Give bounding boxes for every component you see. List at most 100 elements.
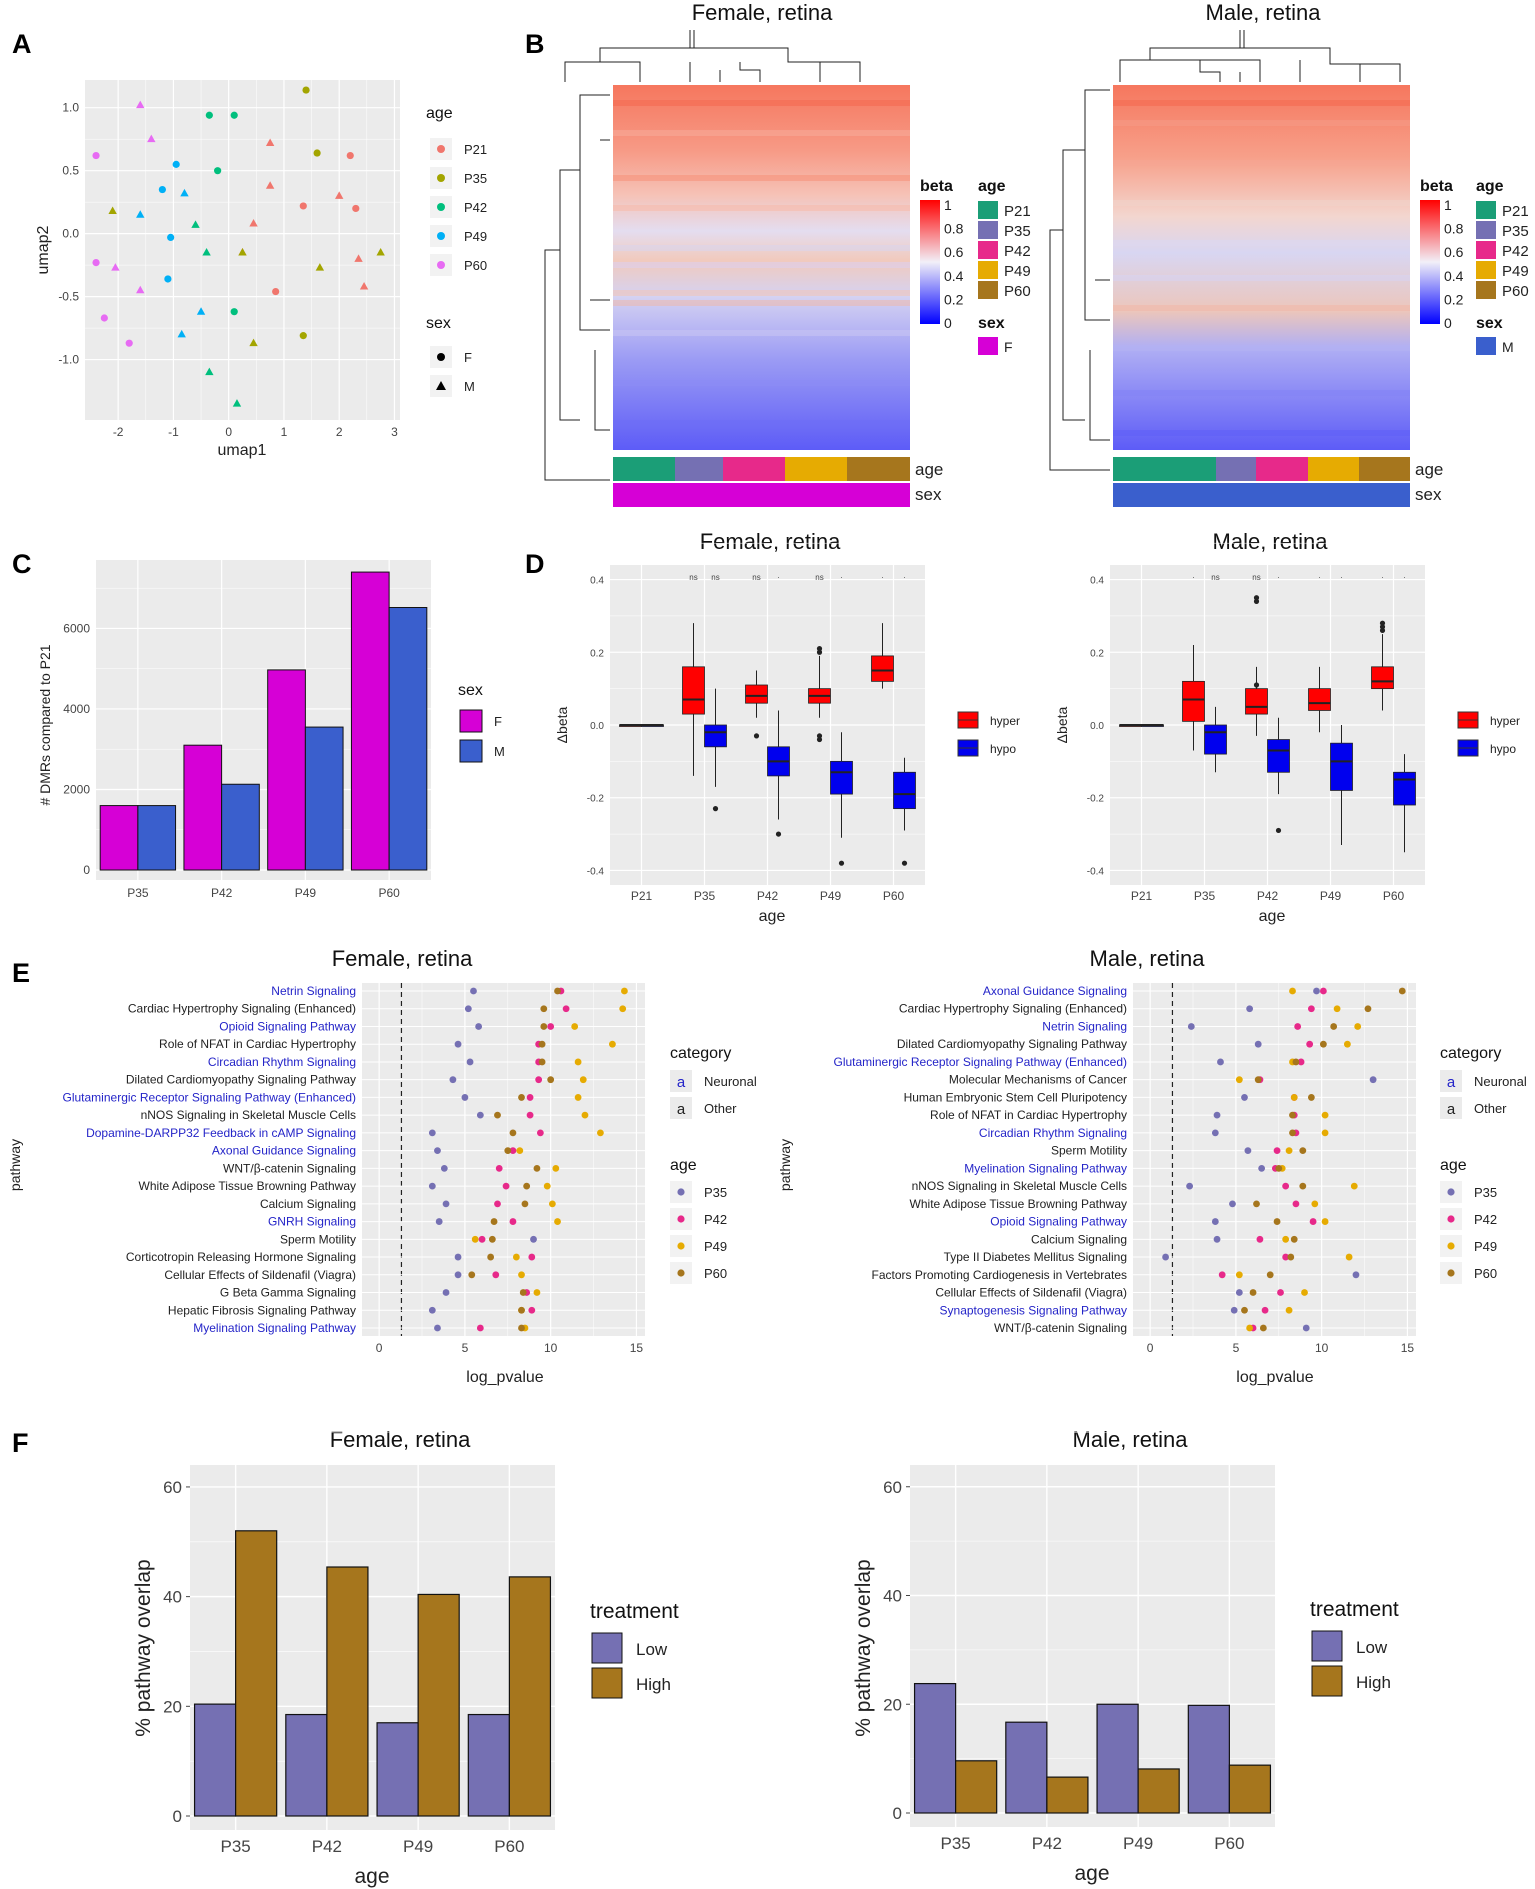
panel-a-legend: age sex P21 P35 P42 P49 P60 FM	[426, 105, 487, 397]
panel-b-female-age-annotation-label: age	[915, 460, 943, 479]
legend-other-label: Other	[704, 1101, 737, 1116]
age-annotation-cell	[1113, 457, 1216, 481]
legend-age-label: P49	[1474, 1239, 1497, 1254]
legend-age-marker	[677, 1215, 685, 1223]
panel-c-chart: 0 2000 4000 6000 P35 P42 P49 P60 FM	[63, 560, 505, 900]
pathway-label: Cellular Effects of Sildenafil (Viagra)	[935, 1286, 1127, 1300]
data-point	[214, 167, 222, 175]
legend-high-label: High	[636, 1675, 671, 1694]
pathway-label: Dopamine-DARPP32 Feedback in cAMP Signal…	[86, 1126, 356, 1140]
hyper-box	[1371, 666, 1394, 690]
pathway-point-p60	[538, 1040, 546, 1048]
panel-a-grid	[85, 75, 400, 420]
age-annotation-cell	[675, 457, 723, 481]
pathway-label: Opioid Signaling Pathway	[990, 1215, 1127, 1229]
beta-tick-label: 0.8	[1444, 221, 1464, 237]
outlier-point	[816, 649, 823, 655]
data-point	[232, 399, 242, 407]
data-point	[352, 204, 360, 213]
hyper-box	[871, 655, 894, 682]
panel-d-male-legend: hyper hypo	[1457, 711, 1520, 757]
legend-age-label: P21	[464, 142, 487, 157]
legend-sex-label: M	[464, 379, 475, 394]
pathway-point-p49	[548, 1200, 556, 1208]
pathway-point-p42	[528, 1253, 536, 1261]
sex-annotation-bar	[613, 483, 910, 507]
data-point	[346, 151, 354, 160]
pathway-point-p60	[1289, 1129, 1296, 1137]
beta-tick-label: 0.6	[1444, 244, 1464, 260]
panel-f-female-title: Female, retina	[330, 1427, 471, 1452]
age-swatch	[1476, 281, 1496, 299]
pathway-label: G Beta Gamma Signaling	[220, 1286, 356, 1300]
heatmap-row-band	[613, 290, 910, 296]
x-tick-label: 5	[462, 1341, 469, 1355]
pathway-point-p60	[1299, 1147, 1307, 1155]
data-point	[180, 188, 189, 197]
pathway-point-p49	[574, 1094, 582, 1101]
legend-age-label: P49	[464, 229, 487, 244]
pathway-label: Type II Diabetes Mellitus Signaling	[944, 1250, 1127, 1264]
pathway-point-p49	[1285, 1147, 1293, 1155]
y-tick-label: -0.2	[587, 794, 605, 805]
panel-b-female-column-dendrogram	[564, 30, 861, 82]
y-tick-label: 0.2	[1090, 648, 1104, 659]
heatmap-row-band	[1113, 100, 1410, 106]
pathway-point-p35	[475, 1023, 483, 1030]
age-annotation-cell	[1359, 457, 1410, 481]
pathway-label: Axonal Guidance Signaling	[983, 984, 1127, 998]
pathway-point-p42	[1256, 1235, 1264, 1243]
x-tick-label: 5	[1233, 1341, 1240, 1355]
pathway-point-p35	[428, 1129, 436, 1137]
hyper-box	[1245, 688, 1268, 715]
pathway-point-p42	[478, 1235, 486, 1243]
sex-swatch-female	[978, 337, 998, 355]
hyper-box	[1182, 680, 1205, 722]
age-swatch	[978, 281, 998, 299]
age-label: P21	[1502, 203, 1529, 220]
panel-f-male-title: Male, retina	[1073, 1427, 1189, 1452]
panel-e-male-y-label: pathway	[777, 1139, 793, 1191]
y-tick-label: 0.4	[1090, 576, 1104, 587]
outlier-point	[1275, 827, 1282, 834]
panel-f-charts: 0 20 40 60 P35 P42 P49 P60 0 20 40 60 P35 P42 P49 P60	[163, 1431, 1275, 1856]
pathway-label: Netrin Signaling	[271, 984, 356, 998]
pathway-point-p60	[540, 1005, 548, 1013]
pathway-point-p35	[530, 1235, 537, 1243]
y-tick-label: 60	[883, 1478, 902, 1497]
legend-age-marker	[437, 203, 445, 211]
data-point	[265, 181, 275, 189]
x-tick-label: P49	[820, 889, 842, 903]
x-tick-label: P42	[757, 889, 779, 903]
x-tick-label: P49	[1320, 889, 1342, 903]
legend-sex-label: F	[464, 350, 472, 365]
panel-e-legends: category a Neuronal a Other age category…	[670, 1045, 1527, 1284]
panel-b-female-sex-annotation-label: sex	[915, 485, 942, 504]
y-tick-label: 60	[163, 1478, 182, 1497]
data-point	[108, 206, 117, 214]
heatmap-row-band	[1113, 160, 1410, 166]
age-swatch	[1476, 241, 1496, 259]
data-point	[125, 339, 133, 347]
hypo-box	[830, 760, 853, 795]
data-point	[92, 258, 100, 267]
panel-b-letter: B	[525, 29, 545, 59]
data-point	[164, 275, 172, 283]
sex-label-male: M	[1502, 339, 1514, 355]
pathway-point-p49	[619, 1005, 627, 1013]
legend-age-marker	[437, 261, 445, 269]
pathway-label: Circadian Rhythm Signaling	[979, 1126, 1127, 1140]
y-tick-label: 0	[83, 863, 90, 877]
hypo-box	[1204, 724, 1227, 755]
pathway-point-p49	[552, 1164, 560, 1172]
panel-a-x-label: umap1	[218, 442, 267, 459]
data-point	[249, 219, 258, 227]
pathway-point-p60	[533, 1164, 541, 1172]
panel-b-male-sex-annotation-label: sex	[1415, 485, 1442, 504]
hypo-box	[1393, 771, 1416, 806]
pathway-point-p60	[1364, 1005, 1372, 1013]
pathway-point-p49	[518, 1271, 525, 1279]
pathway-point-p35	[1162, 1253, 1169, 1261]
pathway-label: Molecular Mechanisms of Cancer	[949, 1073, 1127, 1087]
pathway-label: Synaptogenesis Signaling Pathway	[940, 1303, 1127, 1317]
